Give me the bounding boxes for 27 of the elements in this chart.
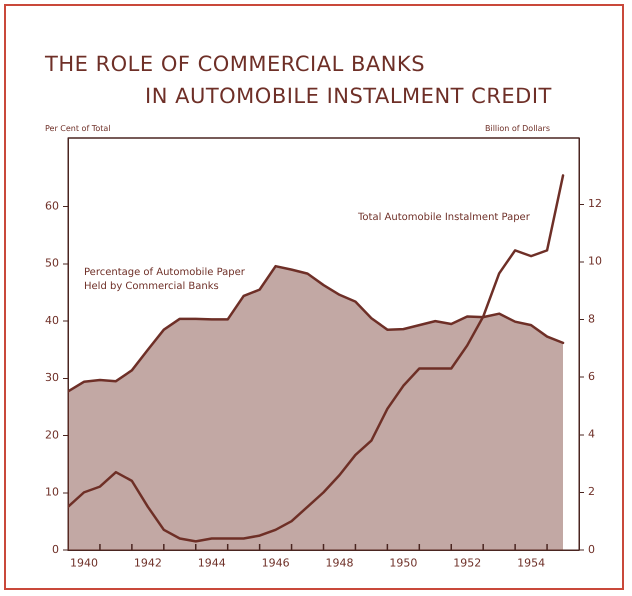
x-tick-label: 1952: [453, 556, 482, 570]
y2-tick-label: 0: [588, 542, 595, 556]
chart-title: THE ROLE OF COMMERCIAL BANKS IN AUTOMOBILE INSTALMENT CREDIT: [45, 52, 552, 108]
y2-tick-label: 10: [588, 254, 602, 268]
x-tick-label: 1946: [262, 556, 290, 570]
y-tick-label: 20: [45, 428, 59, 442]
y2-axis-title: Billion of Dollars: [485, 124, 550, 133]
y2-tick-label: 8: [588, 312, 595, 326]
series-label: Percentage of Automobile Paper Held by Commercial Banks: [84, 266, 246, 294]
y-tick-label: 50: [45, 256, 59, 270]
y2-tick-label: 6: [588, 370, 595, 383]
x-tick-label: 1950: [389, 556, 418, 570]
x-tick-label: 1940: [70, 556, 98, 570]
y2-tick-label: 2: [588, 485, 595, 498]
x-tick-label: 1944: [198, 556, 226, 570]
y-tick-label: 10: [45, 486, 59, 499]
y2-tick-label: 12: [588, 197, 602, 210]
x-tick-label: 1942: [134, 556, 162, 570]
x-tick-label: 1954: [517, 556, 546, 570]
y2-tick-label: 4: [588, 428, 595, 441]
x-tick-label: 1948: [325, 556, 354, 570]
y-tick-label: 30: [45, 371, 59, 384]
y-axis-title: Per Cent of Total: [45, 124, 110, 133]
y-tick-label: 0: [52, 542, 59, 556]
text: Total Automobile Instalment Paper: [358, 212, 530, 223]
y-tick-label: 40: [45, 314, 59, 327]
y-tick-label: 60: [45, 200, 59, 213]
